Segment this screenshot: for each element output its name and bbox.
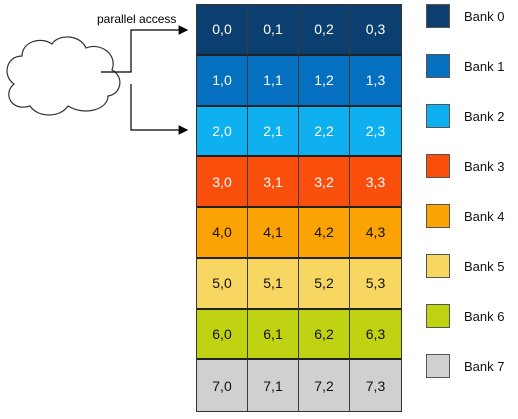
legend-swatch [426, 54, 450, 78]
grid-cell: 3,0 [197, 157, 248, 208]
legend-label: Bank 2 [464, 108, 505, 124]
grid-cell: 0,1 [248, 5, 299, 56]
grid-cell: 0,2 [299, 5, 350, 56]
grid-cell: 2,1 [248, 106, 299, 158]
grid-cell: 4,3 [350, 208, 401, 259]
legend-item: Bank 5 [426, 254, 504, 278]
grid-cell: 7,3 [350, 360, 401, 411]
grid-cell: 4,1 [248, 208, 299, 259]
legend-label: Bank 4 [464, 208, 505, 224]
grid-cell: 2,3 [350, 106, 401, 158]
grid-cell: 5,1 [248, 258, 299, 310]
legend-item: Bank 6 [426, 304, 504, 328]
arrow-right-icon [101, 25, 189, 73]
grid-cell: 6,1 [248, 309, 299, 361]
legend-swatch [426, 204, 450, 228]
legend-label: Bank 3 [464, 158, 505, 174]
legend-label: Bank 1 [464, 58, 505, 74]
grid-cell: 0,0 [197, 5, 248, 56]
legend-swatch [426, 104, 450, 128]
grid-cell: 3,2 [299, 157, 350, 208]
legend-item: Bank 1 [426, 54, 504, 78]
grid-cell: 1,0 [197, 55, 248, 107]
grid-cell: 7,1 [248, 360, 299, 411]
grid-cell: 6,0 [197, 309, 248, 361]
grid-cell: 5,0 [197, 258, 248, 310]
legend-item: Bank 7 [426, 354, 504, 378]
grid-cell: 5,3 [350, 258, 401, 310]
legend-swatch [426, 154, 450, 178]
grid-cell: 0,3 [350, 5, 401, 56]
grid-cell: 4,2 [299, 208, 350, 259]
legend-item: Bank 0 [426, 4, 504, 28]
grid-cell: 2,2 [299, 106, 350, 158]
caption: parallel access [97, 12, 177, 26]
legend-item: Bank 3 [426, 154, 504, 178]
grid-cell: 5,2 [299, 258, 350, 310]
legend-label: Bank 7 [464, 358, 505, 374]
grid-cell: 6,2 [299, 309, 350, 361]
grid-cell: 7,2 [299, 360, 350, 411]
bank-grid: 0,0 0,1 0,2 0,3 1,0 1,1 1,2 1,3 2,0 2,1 2,2 2,3 3,0 3… [196, 4, 402, 412]
legend-swatch [426, 4, 450, 28]
grid-cell: 7,0 [197, 360, 248, 411]
legend-label: Bank 6 [464, 308, 505, 324]
grid-cell: 6,3 [350, 309, 401, 361]
legend-swatch [426, 254, 450, 278]
grid-cell: 3,3 [350, 157, 401, 208]
legend-swatch [426, 304, 450, 328]
grid-cell: 2,0 [197, 106, 248, 158]
grid-cell: 1,1 [248, 55, 299, 107]
legend-swatch [426, 354, 450, 378]
arrow-right-icon [130, 84, 189, 135]
legend-item: Bank 4 [426, 204, 504, 228]
cloud-icon [6, 36, 121, 116]
grid-cell: 1,2 [299, 55, 350, 107]
grid-cell: 1,3 [350, 55, 401, 107]
legend-label: Bank 0 [464, 8, 505, 24]
grid-cell: 3,1 [248, 157, 299, 208]
legend-label: Bank 5 [464, 258, 505, 274]
legend-item: Bank 2 [426, 104, 504, 128]
grid-cell: 4,0 [197, 208, 248, 259]
